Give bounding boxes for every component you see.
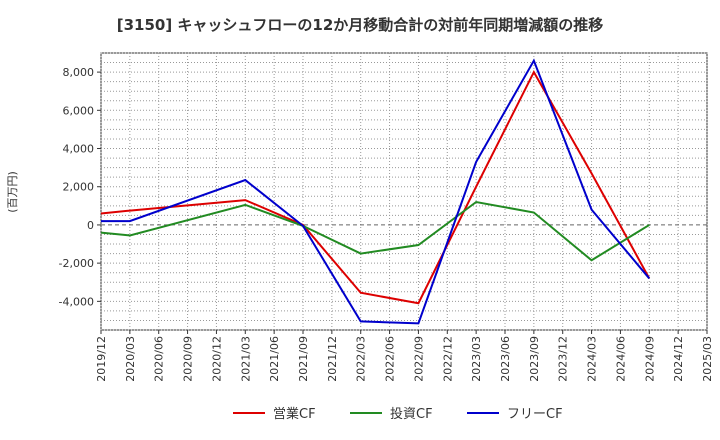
legend-label: フリーCF [507,407,563,422]
x-tick-label: 2022/09 [412,336,425,382]
y-tick-label: 6,000 [63,104,95,117]
x-tick-label: 2020/06 [153,336,166,382]
y-tick-label: 0 [87,219,94,232]
x-tick-label: 2025/03 [701,336,714,382]
x-tick-label: 2021/06 [268,336,281,382]
x-tick-label: 2020/03 [124,336,137,382]
y-tick-label: 8,000 [63,66,95,79]
x-tick-label: 2019/12 [95,336,108,382]
series-line [100,200,650,262]
legend-label: 営業CF [273,406,316,422]
legend: 営業CF 投資CF フリーCF [233,406,563,422]
x-tick-label: 2021/09 [297,336,310,382]
legend-label: 投資CF [390,406,433,422]
x-tick-label: 2024/12 [672,336,685,382]
x-tick-label: 2020/09 [182,336,195,382]
x-tick-label: 2021/12 [326,336,339,382]
x-tick-label: 2024/06 [614,336,627,382]
series-lines [100,58,651,325]
chart-title: [3150] キャッシュフローの12か月移動合計の対前年同期増減額の推移 [117,16,604,34]
x-tick-label: 2021/03 [239,336,252,382]
y-axis: -4,000 -2,000 0 2,000 4,000 6,000 8,000 [59,66,101,308]
x-tick-label: 2022/12 [441,336,454,382]
x-tick-label: 2020/12 [210,336,223,382]
x-tick-label: 2022/03 [355,336,368,382]
y-tick-label: -4,000 [59,295,94,308]
x-tick-label: 2023/12 [557,336,570,382]
y-tick-label: 2,000 [63,181,95,194]
series-line [100,69,651,305]
x-tick-label: 2024/09 [643,336,656,382]
grid-lines [100,52,708,331]
x-tick-label: 2023/06 [499,336,512,382]
series-line [101,58,651,325]
x-tick-label: 2022/06 [384,336,397,382]
y-axis-label: (百万円) [6,171,19,213]
y-tick-label: -2,000 [59,257,94,270]
x-axis: 2019/12 2020/03 2020/06 2020/09 2020/12 2021/… [95,330,714,382]
plot-area [100,52,708,331]
x-tick-label: 2024/03 [586,336,599,382]
x-tick-label: 2023/03 [470,336,483,382]
x-tick-label: 2023/09 [528,336,541,382]
y-tick-label: 4,000 [63,143,95,156]
